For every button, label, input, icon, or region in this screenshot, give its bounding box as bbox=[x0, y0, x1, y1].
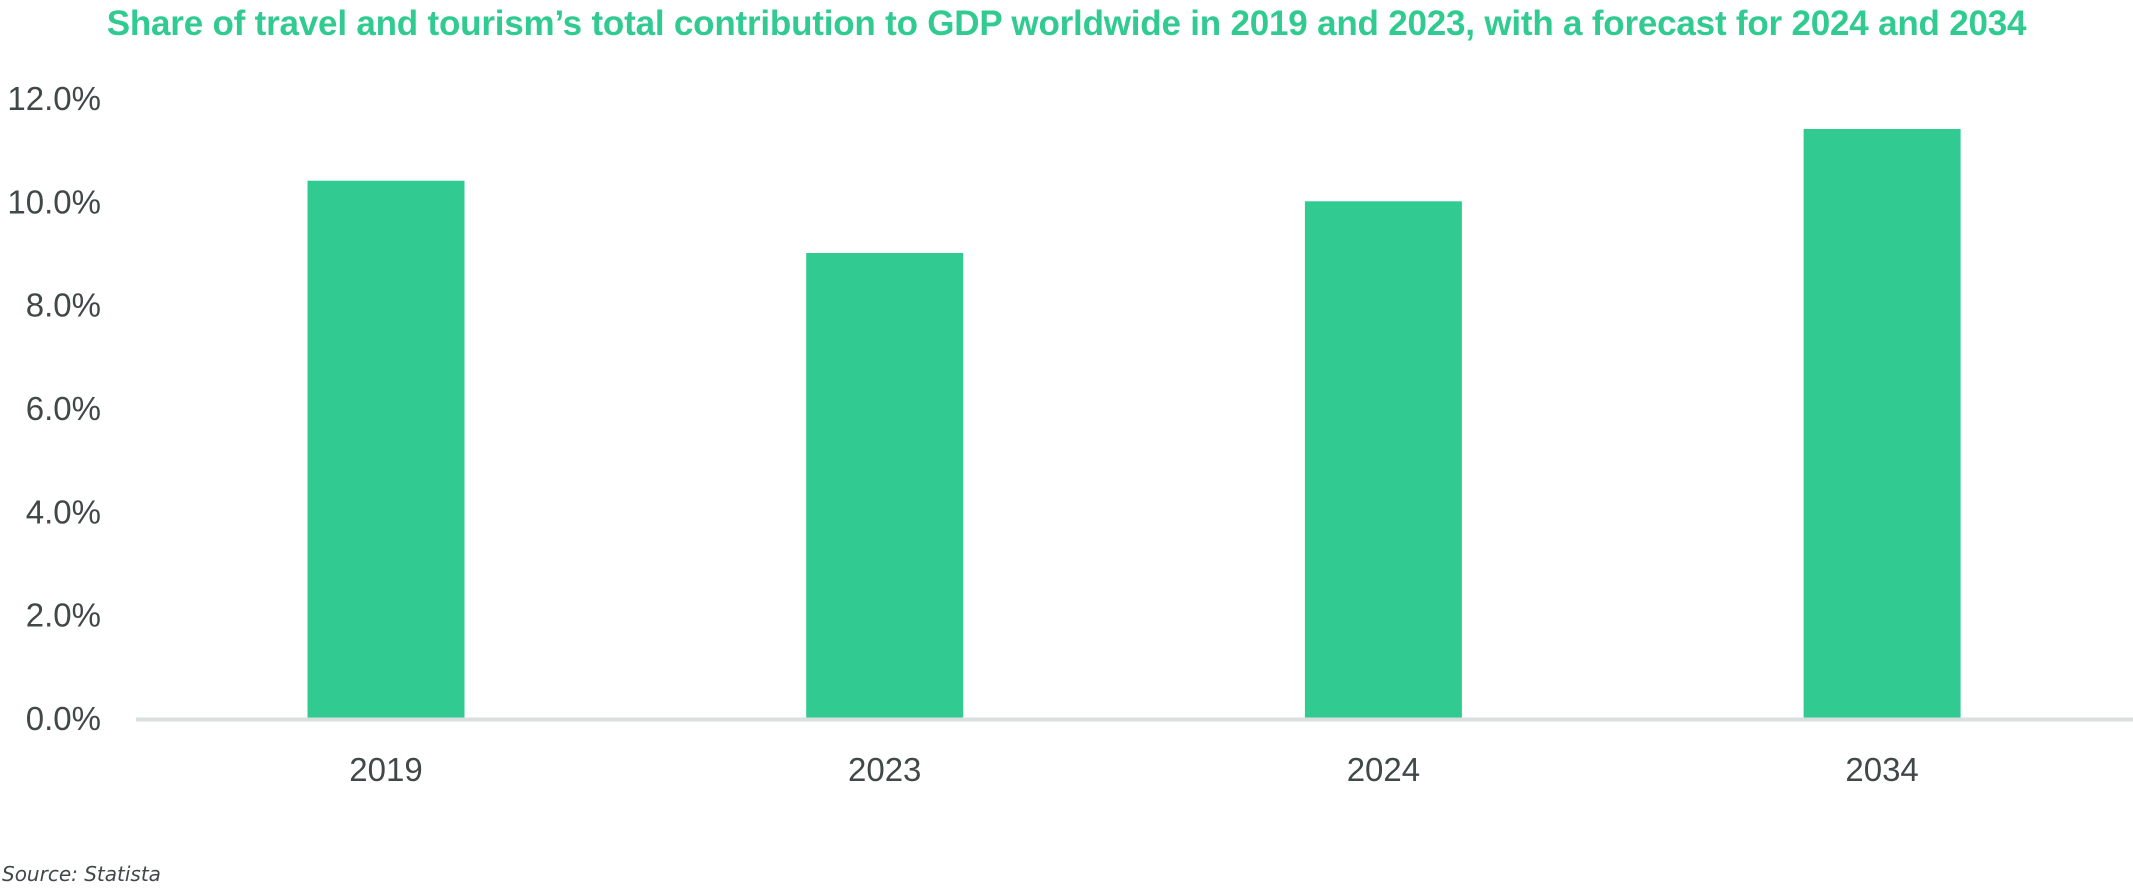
x-tick-label: 2024 bbox=[1347, 751, 1420, 788]
bar-2019 bbox=[307, 180, 465, 718]
y-axis-tick-labels: 0.0% 2.0% 4.0% 6.0% 8.0% 10.0% 12.0% bbox=[7, 80, 101, 737]
bar-2024 bbox=[1304, 201, 1462, 719]
bar-2034 bbox=[1803, 129, 1961, 718]
chart-title: Share of travel and tourism’s total cont… bbox=[106, 4, 2027, 43]
bars-layer bbox=[307, 129, 1961, 719]
x-tick-label: 2023 bbox=[848, 751, 921, 788]
bar-2023 bbox=[806, 253, 964, 718]
y-tick-label: 6.0% bbox=[26, 390, 101, 427]
x-tick-label: 2019 bbox=[349, 751, 422, 788]
y-tick-label: 12.0% bbox=[7, 80, 101, 117]
y-tick-label: 8.0% bbox=[26, 287, 101, 324]
x-axis-tick-labels: 2019 2023 2024 2034 bbox=[349, 751, 1919, 788]
y-tick-label: 2.0% bbox=[26, 597, 101, 634]
y-tick-label: 0.0% bbox=[26, 700, 101, 737]
x-tick-label: 2034 bbox=[1845, 751, 1918, 788]
y-tick-label: 10.0% bbox=[7, 183, 101, 220]
y-tick-label: 4.0% bbox=[26, 493, 101, 530]
source-note: Source: Statista bbox=[2, 862, 161, 886]
